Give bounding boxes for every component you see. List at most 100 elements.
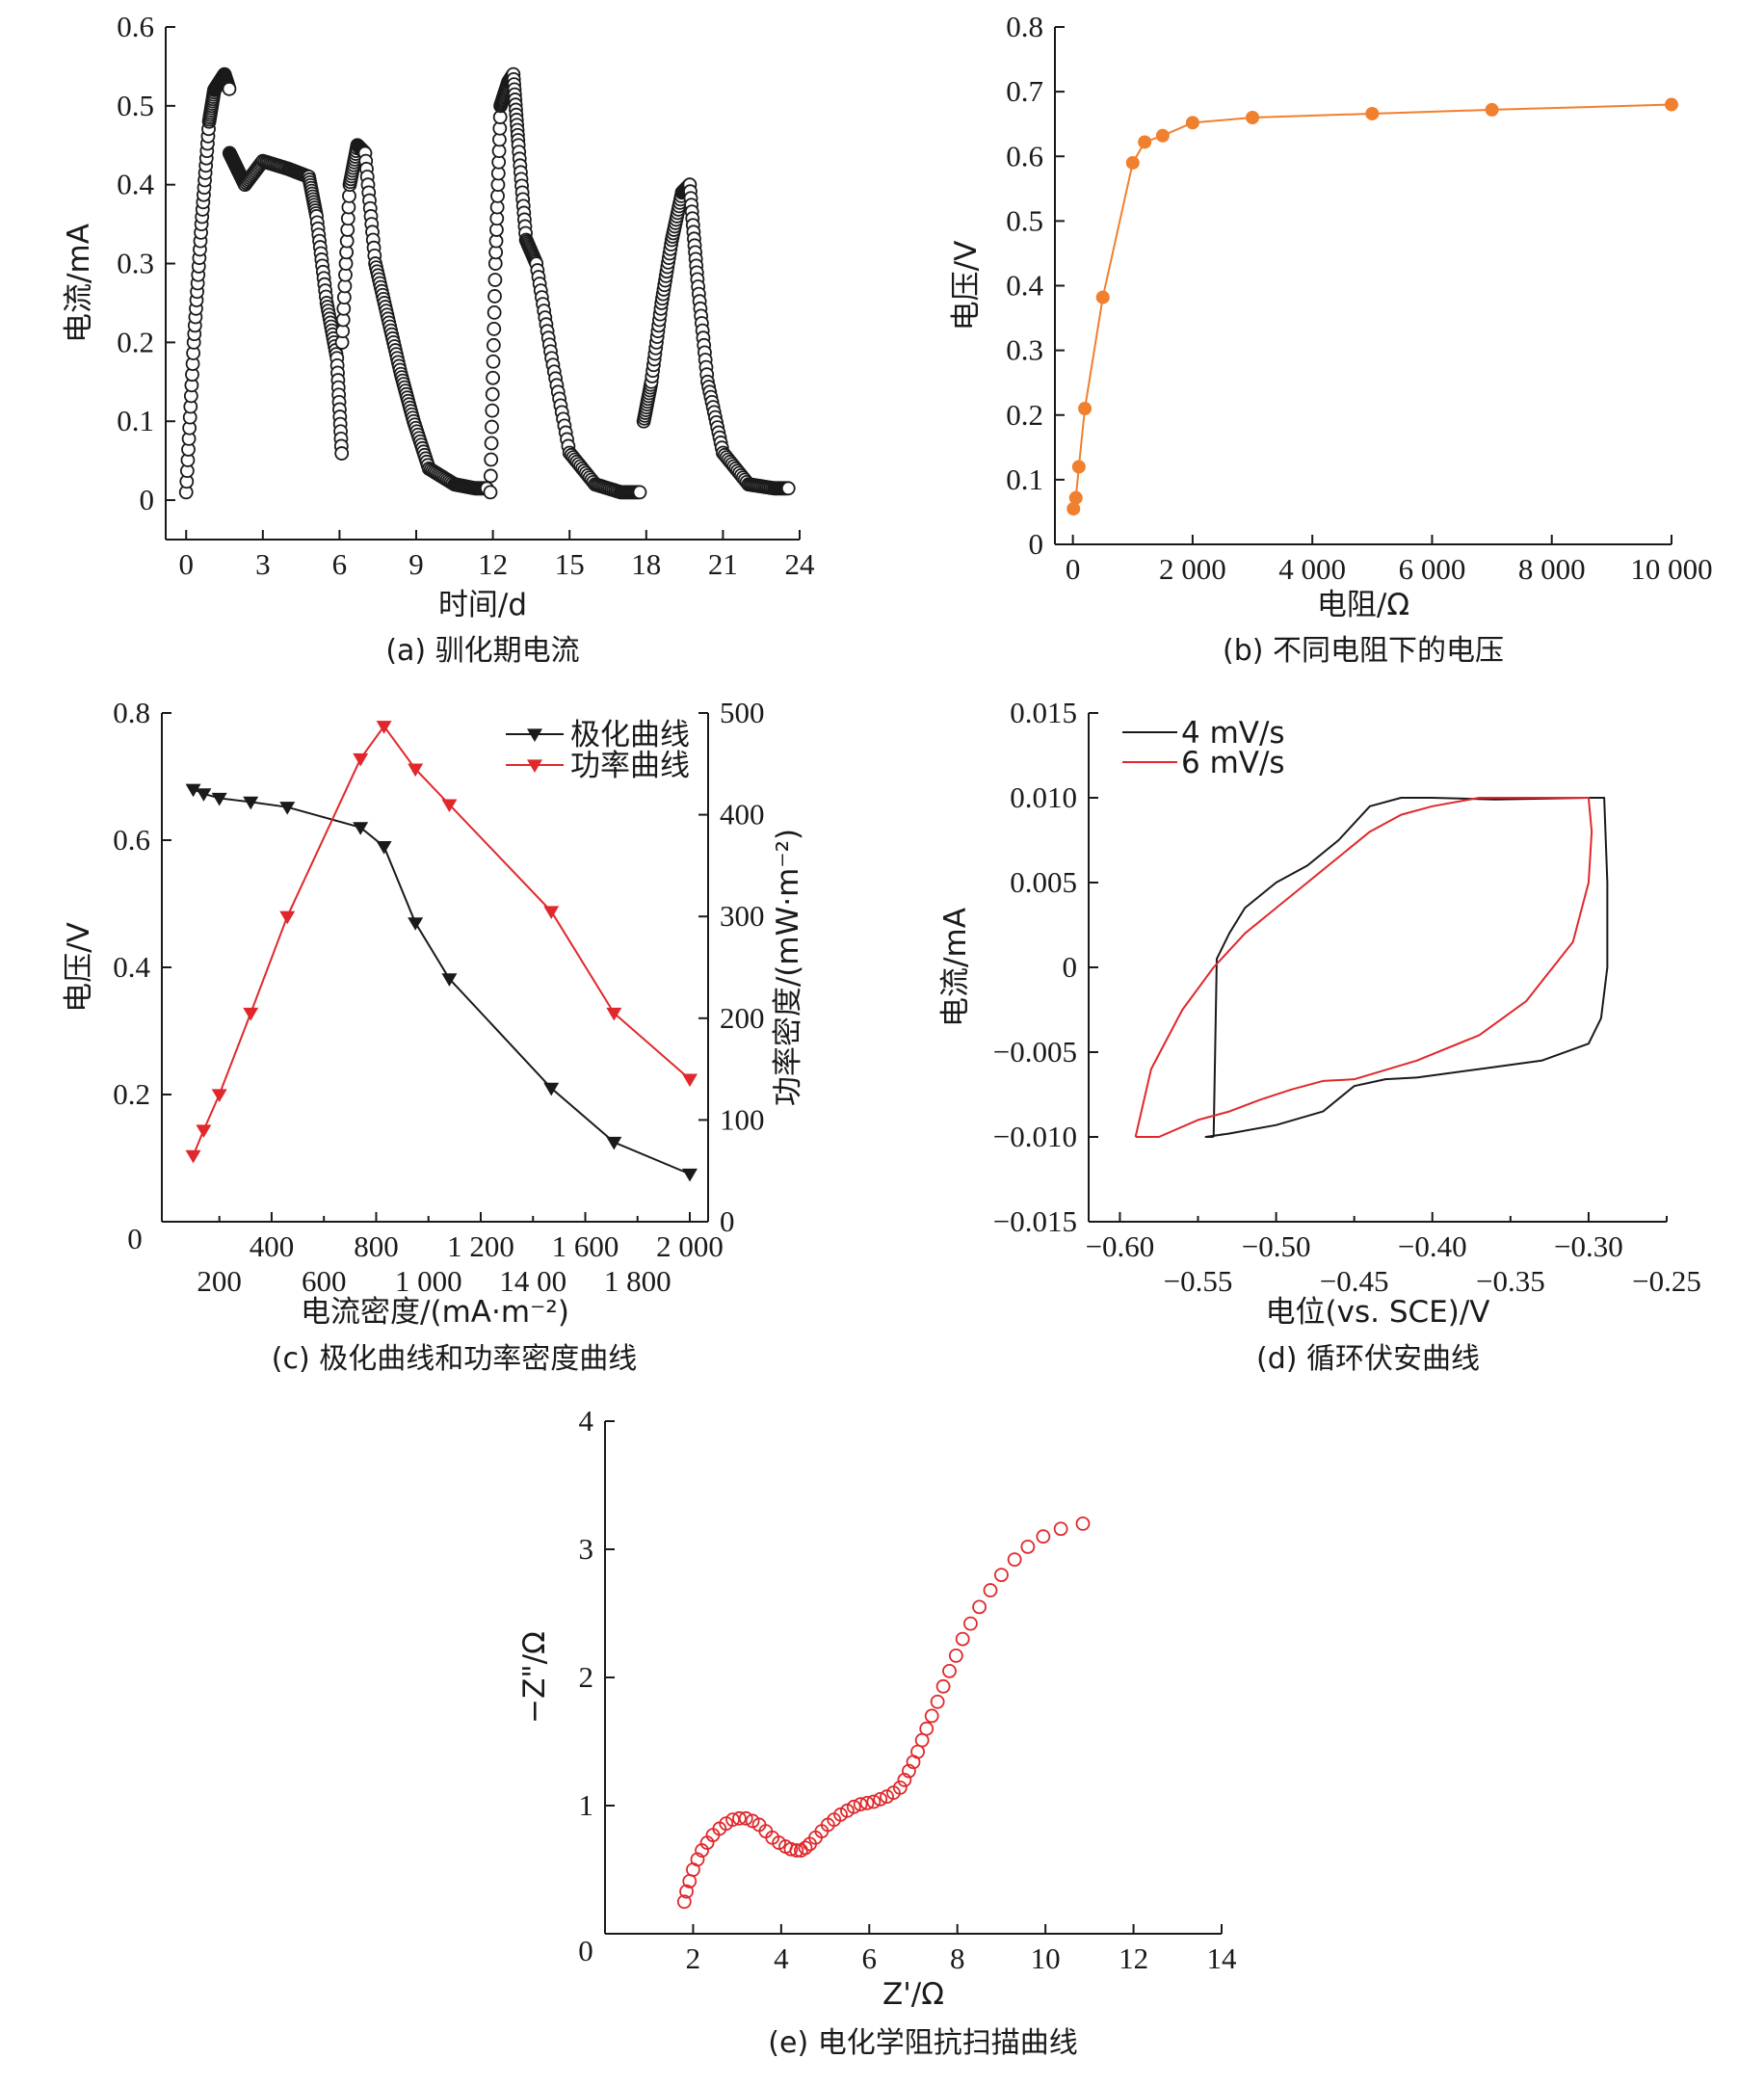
data-point <box>487 273 503 287</box>
data-point <box>1365 106 1380 120</box>
triangle-marker <box>543 1082 560 1096</box>
chart-c: 400 800 1 200 1 600 2 000 200 600 1 000 14 00 1 8… <box>62 696 805 1376</box>
y-tick-label: 0.015 <box>1010 696 1077 729</box>
data-point <box>632 485 647 500</box>
y-tick-label: 4 <box>579 1404 594 1438</box>
data-point <box>783 1841 799 1857</box>
y-tick-label: 0.7 <box>1006 74 1043 108</box>
triangle-marker <box>185 1149 201 1164</box>
x-tick-label: 2 <box>686 1941 701 1975</box>
y-tick-label: −0.010 <box>993 1120 1077 1153</box>
data-point <box>798 1840 813 1856</box>
legend-label: 极化曲线 <box>570 718 690 752</box>
x-tick-label: 4 <box>774 1941 789 1975</box>
y-tick-label: 0 <box>1029 527 1044 561</box>
y-tick-label: 0.3 <box>117 247 154 280</box>
y-tick-label: 0.8 <box>1006 10 1043 43</box>
triangle-marker <box>279 802 296 815</box>
data-point <box>892 1780 908 1795</box>
y-tick-label: 0.2 <box>117 325 154 358</box>
data-point <box>930 1694 945 1709</box>
legend-label: 功率曲线 <box>570 749 690 783</box>
x-tick-label: 400 <box>250 1229 295 1263</box>
data-point <box>942 1663 957 1678</box>
x-tick-label-lower: 1 800 <box>604 1264 671 1298</box>
triangle-marker <box>279 911 296 925</box>
origin-label: 0 <box>578 1934 593 1967</box>
x-tick-label: 6 <box>332 547 348 581</box>
legend-label: 4 mV/s <box>1181 716 1285 751</box>
series-line <box>192 725 691 1156</box>
triangle-marker <box>243 1007 259 1021</box>
y-axis-label: 电流/mA <box>62 224 96 343</box>
legend-label: 6 mV/s <box>1181 746 1285 780</box>
x-tick-label: 4 000 <box>1278 552 1346 586</box>
caption-c: (c) 极化曲线和功率密度曲线 <box>272 1342 637 1376</box>
triangle-marker <box>441 973 458 987</box>
x-tick-label: 15 <box>555 547 585 581</box>
data-point <box>485 419 499 435</box>
y-tick-label: −0.005 <box>993 1035 1077 1069</box>
chart-b: 0 2 000 4 000 6 000 8 000 10 000 0 0.1 0.2 0.3 0.4… <box>949 10 1713 668</box>
data-point <box>897 1773 912 1787</box>
triangle-marker <box>211 1089 227 1102</box>
data-point <box>1071 460 1086 474</box>
data-point <box>676 1894 692 1910</box>
x-tick-label: 1 600 <box>552 1229 619 1263</box>
y-axis-label: 电流/mA <box>938 908 973 1027</box>
x-tick-label: −0.40 <box>1398 1229 1467 1263</box>
x-tick-label-lower: −0.55 <box>1164 1264 1233 1298</box>
data-point <box>1066 502 1081 516</box>
y-tick-label: 0.4 <box>113 950 150 984</box>
data-point <box>1185 116 1199 130</box>
y2-tick-label: 100 <box>720 1102 765 1136</box>
x-tick-label: 8 <box>950 1941 965 1975</box>
data-point <box>1665 97 1678 112</box>
data-point <box>1095 290 1110 304</box>
y-tick-label: 1 <box>579 1788 594 1822</box>
x-tick-label-lower: −0.25 <box>1632 1264 1701 1298</box>
data-point <box>483 468 498 484</box>
data-point <box>487 289 502 304</box>
x-tick-label: −0.30 <box>1554 1229 1623 1263</box>
data-point <box>972 1599 987 1615</box>
y-tick-label: 3 <box>579 1532 594 1566</box>
data-point <box>846 1799 861 1814</box>
chart-a: 0 3 6 9 12 15 18 21 24 0 0.1 0.2 0.3 0.4 0.5 0.6 时间/d 电流/… <box>62 10 815 668</box>
data-point <box>690 1852 705 1867</box>
x-tick-label-lower: −0.35 <box>1476 1264 1545 1298</box>
data-point <box>222 81 237 96</box>
x-tick-label: 0 <box>178 547 194 581</box>
data-point <box>738 1810 753 1826</box>
data-point <box>789 1843 804 1858</box>
x-axis-label: 时间/d <box>438 588 527 622</box>
caption-b: (b) 不同电阻下的电压 <box>1223 634 1504 668</box>
y-tick-label: 0.8 <box>113 696 150 729</box>
series-line <box>1204 797 1609 1138</box>
triangle-marker <box>211 792 227 806</box>
data-point <box>866 1794 882 1809</box>
y-tick-label: 0.010 <box>1010 780 1077 814</box>
caption-e: (e) 电化学阻抗扫描曲线 <box>768 2026 1077 2060</box>
caption-d: (d) 循环伏安曲线 <box>1256 1342 1480 1376</box>
x-tick-label: −0.60 <box>1086 1229 1155 1263</box>
data-point <box>1485 102 1499 117</box>
triangle-marker <box>606 1136 622 1150</box>
data-point <box>914 1732 930 1748</box>
x-tick-label: 3 <box>255 547 271 581</box>
data-point <box>780 481 796 496</box>
triangle-marker <box>606 1007 622 1021</box>
data-point <box>1138 135 1152 149</box>
y2-tick-label: 400 <box>720 798 765 831</box>
data-point <box>484 435 499 451</box>
x-tick-label: 12 <box>1119 1941 1148 1975</box>
data-point <box>1155 128 1170 143</box>
x-axis-label: Z'/Ω <box>882 1977 944 2012</box>
data-point <box>1075 1517 1091 1531</box>
data-point <box>485 403 500 418</box>
caption-a: (a) 驯化期电流 <box>385 634 579 668</box>
data-point <box>935 1678 951 1694</box>
data-point <box>910 1744 925 1759</box>
